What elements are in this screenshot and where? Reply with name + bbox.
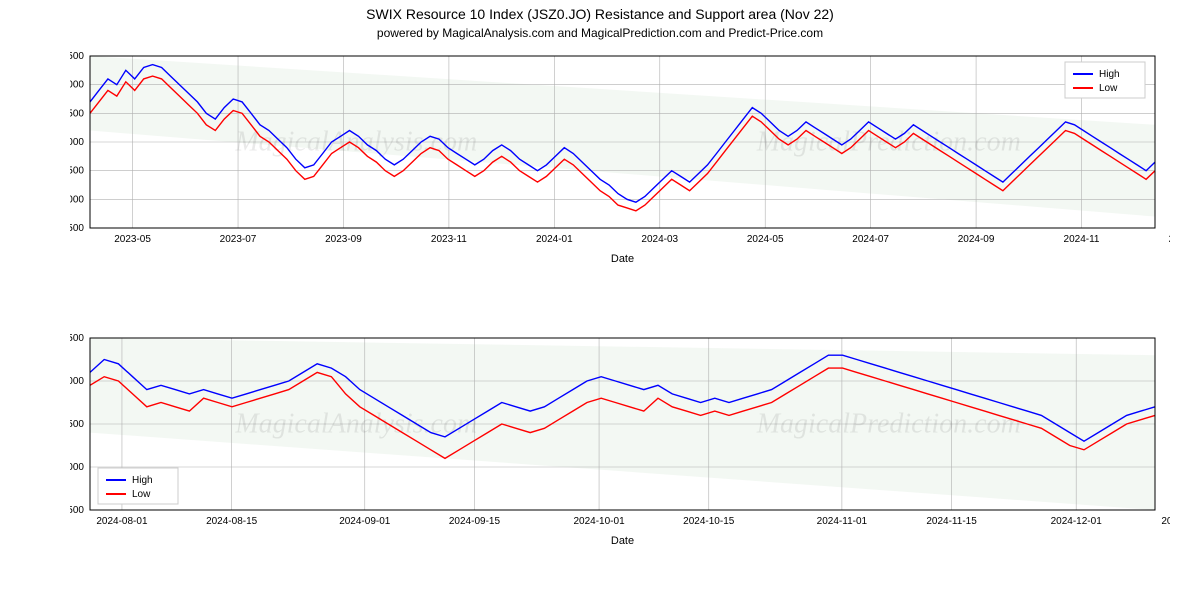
- x-tick-label: 2024-12-15: [1161, 516, 1170, 527]
- y-tick-label: 4500: [70, 223, 84, 234]
- chart-title: SWIX Resource 10 Index (JSZ0.JO) Resista…: [0, 0, 1200, 22]
- x-tick-label: 2024-10-15: [683, 516, 735, 527]
- x-tick-label: 2025-01: [1169, 234, 1170, 245]
- x-tick-label: 2023-09: [325, 234, 362, 245]
- x-tick-label: 2024-09: [958, 234, 995, 245]
- x-tick-label: 2024-07: [852, 234, 889, 245]
- x-axis-label: Date: [611, 535, 634, 547]
- x-tick-label: 2024-12-01: [1051, 516, 1103, 527]
- x-tick-label: 2024-11-01: [817, 516, 868, 527]
- y-tick-label: 7500: [70, 51, 84, 62]
- y-tick-label: 5000: [70, 462, 84, 473]
- legend-low-label: Low: [132, 489, 151, 500]
- y-tick-label: 5500: [70, 419, 84, 430]
- top-chart: 4500 5000 5500 6000 6500 7000 7500 2023-05 2023-…: [70, 48, 1170, 268]
- x-tick-label: 2024-01: [536, 234, 573, 245]
- legend-high-label: High: [132, 475, 153, 486]
- y-tick-label: 4500: [70, 505, 84, 516]
- y-tick-label: 6500: [70, 333, 84, 344]
- watermark: MagicalPrediction.com: [756, 409, 1021, 440]
- legend-low-label: Low: [1099, 83, 1118, 94]
- x-tick-label: 2024-11-15: [926, 516, 977, 527]
- x-tick-label: 2023-07: [220, 234, 257, 245]
- x-tick-label: 2024-11: [1064, 234, 1100, 245]
- x-axis-label: Date: [611, 253, 634, 265]
- y-tick-label: 6500: [70, 108, 84, 119]
- x-tick-label: 2024-10-01: [573, 516, 625, 527]
- x-tick-label: 2024-03: [641, 234, 678, 245]
- y-tick-label: 6000: [70, 137, 84, 148]
- x-tick-label: 2024-09-01: [339, 516, 391, 527]
- x-tick-label: 2024-09-15: [449, 516, 501, 527]
- x-tick-label: 2023-05: [114, 234, 151, 245]
- x-tick-label: 2024-08-15: [206, 516, 258, 527]
- x-tick-label: 2023-11: [431, 234, 467, 245]
- x-tick-label: 2024-05: [747, 234, 784, 245]
- bottom-chart: 4500 5000 5500 6000 6500 2024-08-01 2024-08-15…: [70, 330, 1170, 550]
- chart-container: SWIX Resource 10 Index (JSZ0.JO) Resista…: [0, 0, 1200, 600]
- y-tick-label: 5000: [70, 194, 84, 205]
- y-tick-label: 6000: [70, 376, 84, 387]
- chart-subtitle: powered by MagicalAnalysis.com and Magic…: [0, 22, 1200, 44]
- y-tick-label: 5500: [70, 166, 84, 177]
- y-tick-label: 7000: [70, 80, 84, 91]
- legend-high-label: High: [1099, 69, 1120, 80]
- x-tick-label: 2024-08-01: [96, 516, 148, 527]
